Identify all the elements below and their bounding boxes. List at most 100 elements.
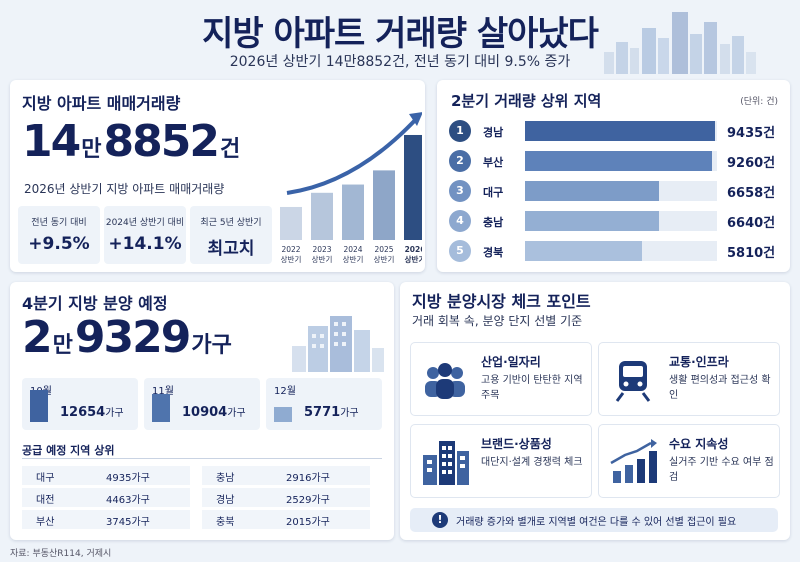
stat-5yr-high: 최근 5년 상반기 최고치 <box>190 206 272 264</box>
checkpoints-card: 지방 분양시장 체크 포인트 거래 회복 속, 분양 단지 선별 기준 산업·일… <box>400 282 790 540</box>
checkpoint-title: 교통·인프라 <box>669 355 729 369</box>
train-icon <box>615 361 651 402</box>
supply-row: 경남 2529가구 <box>202 488 370 507</box>
rank-row: 5 경북 5810건 <box>449 240 779 262</box>
chart-bar <box>373 170 395 240</box>
unit-label: (단위: 건) <box>740 97 778 107</box>
region-name: 경남 <box>483 126 504 139</box>
rank-badge: 5 <box>449 240 471 262</box>
trade-volume-title: 지방 아파트 매매거래량 <box>22 94 181 113</box>
bar-fill <box>525 211 659 231</box>
notice-banner: ! 거래량 증가와 별개로 지역별 여건은 다를 수 있어 선별 접근이 필요 <box>410 508 778 532</box>
rank-badge: 1 <box>449 120 471 142</box>
supply-value: 2916가구 <box>286 473 330 484</box>
presale-total: 2만9329가구 <box>22 312 234 363</box>
bar-track <box>525 121 717 141</box>
chart-tick-half: 상반기 <box>374 254 395 264</box>
rank-badge: 2 <box>449 150 471 172</box>
bar-track <box>525 151 717 171</box>
region-value: 6640건 <box>727 216 776 231</box>
presale-num-b: 9329 <box>74 312 191 363</box>
presale-unit-a: 만 <box>52 333 73 358</box>
alert-icon: ! <box>432 512 448 528</box>
apartment-buildings-illustration <box>292 316 384 372</box>
chart-tick-half: 상반기 <box>405 254 422 264</box>
checkpoint-industry: 산업·일자리 고용 기반이 탄탄한 지역 주목 <box>410 342 592 416</box>
presale-unit-b: 가구 <box>191 333 232 358</box>
supply-row: 충남 2916가구 <box>202 466 370 485</box>
month-bar <box>152 394 170 422</box>
chart-tick-year: 2025 <box>374 245 393 254</box>
month-box: 11월 10904가구 <box>144 378 260 430</box>
supply-row: 대구 4935가구 <box>22 466 190 485</box>
chart-tick-year: 2023 <box>312 245 331 254</box>
total-num-a: 14 <box>22 116 81 167</box>
supply-row: 충북 2015가구 <box>202 510 370 529</box>
chart-bar <box>404 134 422 240</box>
month-box: 10월12654가구 <box>22 378 138 430</box>
month-bar <box>274 407 292 422</box>
chart-tick-year: 2024 <box>343 245 362 254</box>
region-value: 9260건 <box>727 156 776 171</box>
checkpoint-desc: 대단지·설계 경쟁력 체크 <box>481 457 583 468</box>
bar-track <box>525 241 717 261</box>
checkpoints-subtitle: 거래 회복 속, 분양 단지 선별 기준 <box>412 314 583 328</box>
month-unit: 가구 <box>227 408 246 419</box>
checkpoint-desc: 고용 기반이 탄탄한 지역 주목 <box>481 375 583 401</box>
supply-region: 충북 <box>216 517 235 528</box>
buildings-icon <box>423 441 469 485</box>
month-number: 12654 <box>60 405 106 420</box>
region-name: 경북 <box>483 246 504 259</box>
stat-label: 전년 동기 대비 <box>31 218 87 228</box>
bar-fill <box>525 121 715 141</box>
page-title: 지방 아파트 거래량 살아났다 <box>202 14 599 54</box>
divider <box>22 458 382 459</box>
region-name: 부산 <box>483 156 504 169</box>
stat-yoy: 전년 동기 대비 +9.5% <box>18 206 100 264</box>
total-num-b: 8852 <box>103 116 219 167</box>
supply-value: 4463가구 <box>106 495 150 506</box>
supply-region: 충남 <box>216 473 235 484</box>
checkpoint-title: 산업·일자리 <box>481 355 541 369</box>
chart-bar <box>311 192 333 240</box>
month-value: 10904가구 <box>182 404 246 420</box>
checkpoints-title: 지방 분양시장 체크 포인트 <box>412 292 591 311</box>
top-regions-title: 2분기 거래량 상위 지역 <box>451 92 602 110</box>
supply-value: 2015가구 <box>286 517 330 528</box>
supply-region: 대전 <box>36 495 55 506</box>
checkpoint-title: 브랜드·상품성 <box>481 437 552 451</box>
presale-title: 4분기 지방 분양 예정 <box>22 294 168 313</box>
chart-bar <box>342 184 364 240</box>
trade-volume-description: 2026년 상반기 지방 아파트 매매거래량 <box>24 182 225 196</box>
total-unit-b: 건 <box>219 137 241 162</box>
page-subtitle: 2026년 상반기 14만8852건, 전년 동기 대비 9.5% 증가 <box>229 54 571 70</box>
chart-tick-year: 2022 <box>281 245 300 254</box>
total-unit-a: 만 <box>81 137 102 162</box>
stat-value: +9.5% <box>28 234 90 254</box>
trade-volume-total: 14만8852건 <box>22 116 242 167</box>
presale-card: 4분기 지방 분양 예정 2만9329가구 10월12654가구11월10904… <box>10 282 394 540</box>
month-value: 12654가구 <box>60 404 124 420</box>
month-label: 12월 <box>274 386 296 397</box>
chart-bar <box>280 206 302 240</box>
bar-fill <box>525 241 642 261</box>
rank-row: 3 대구 6658건 <box>449 180 779 202</box>
rank-badge: 3 <box>449 180 471 202</box>
checkpoint-demand: 수요 지속성 실거주 기반 수요 여부 점검 <box>598 424 780 498</box>
checkpoint-desc: 실거주 기반 수요 여부 점검 <box>669 457 774 483</box>
supply-region: 경남 <box>216 495 235 506</box>
skyline-illustration <box>604 12 756 74</box>
month-bar <box>30 390 48 422</box>
trend-arrow <box>286 114 421 195</box>
presale-num-a: 2 <box>22 312 53 363</box>
supply-value: 2529가구 <box>286 495 330 506</box>
half-year-bar-chart: 2022상반기2023상반기2024상반기2025상반기2026상반기 <box>280 112 422 264</box>
notice-text: 거래량 증가와 별개로 지역별 여건은 다를 수 있어 선별 접근이 필요 <box>456 517 737 528</box>
growth-chart-icon <box>610 439 657 483</box>
supply-row: 부산 3745가구 <box>22 510 190 529</box>
region-value: 6658건 <box>727 186 776 201</box>
trade-volume-card: 지방 아파트 매매거래량 14만8852건 2026년 상반기 지방 아파트 매… <box>10 80 425 272</box>
supply-region: 대구 <box>36 473 55 484</box>
stat-label: 2024년 상반기 대비 <box>105 218 185 228</box>
stat-value: +14.1% <box>108 234 182 254</box>
